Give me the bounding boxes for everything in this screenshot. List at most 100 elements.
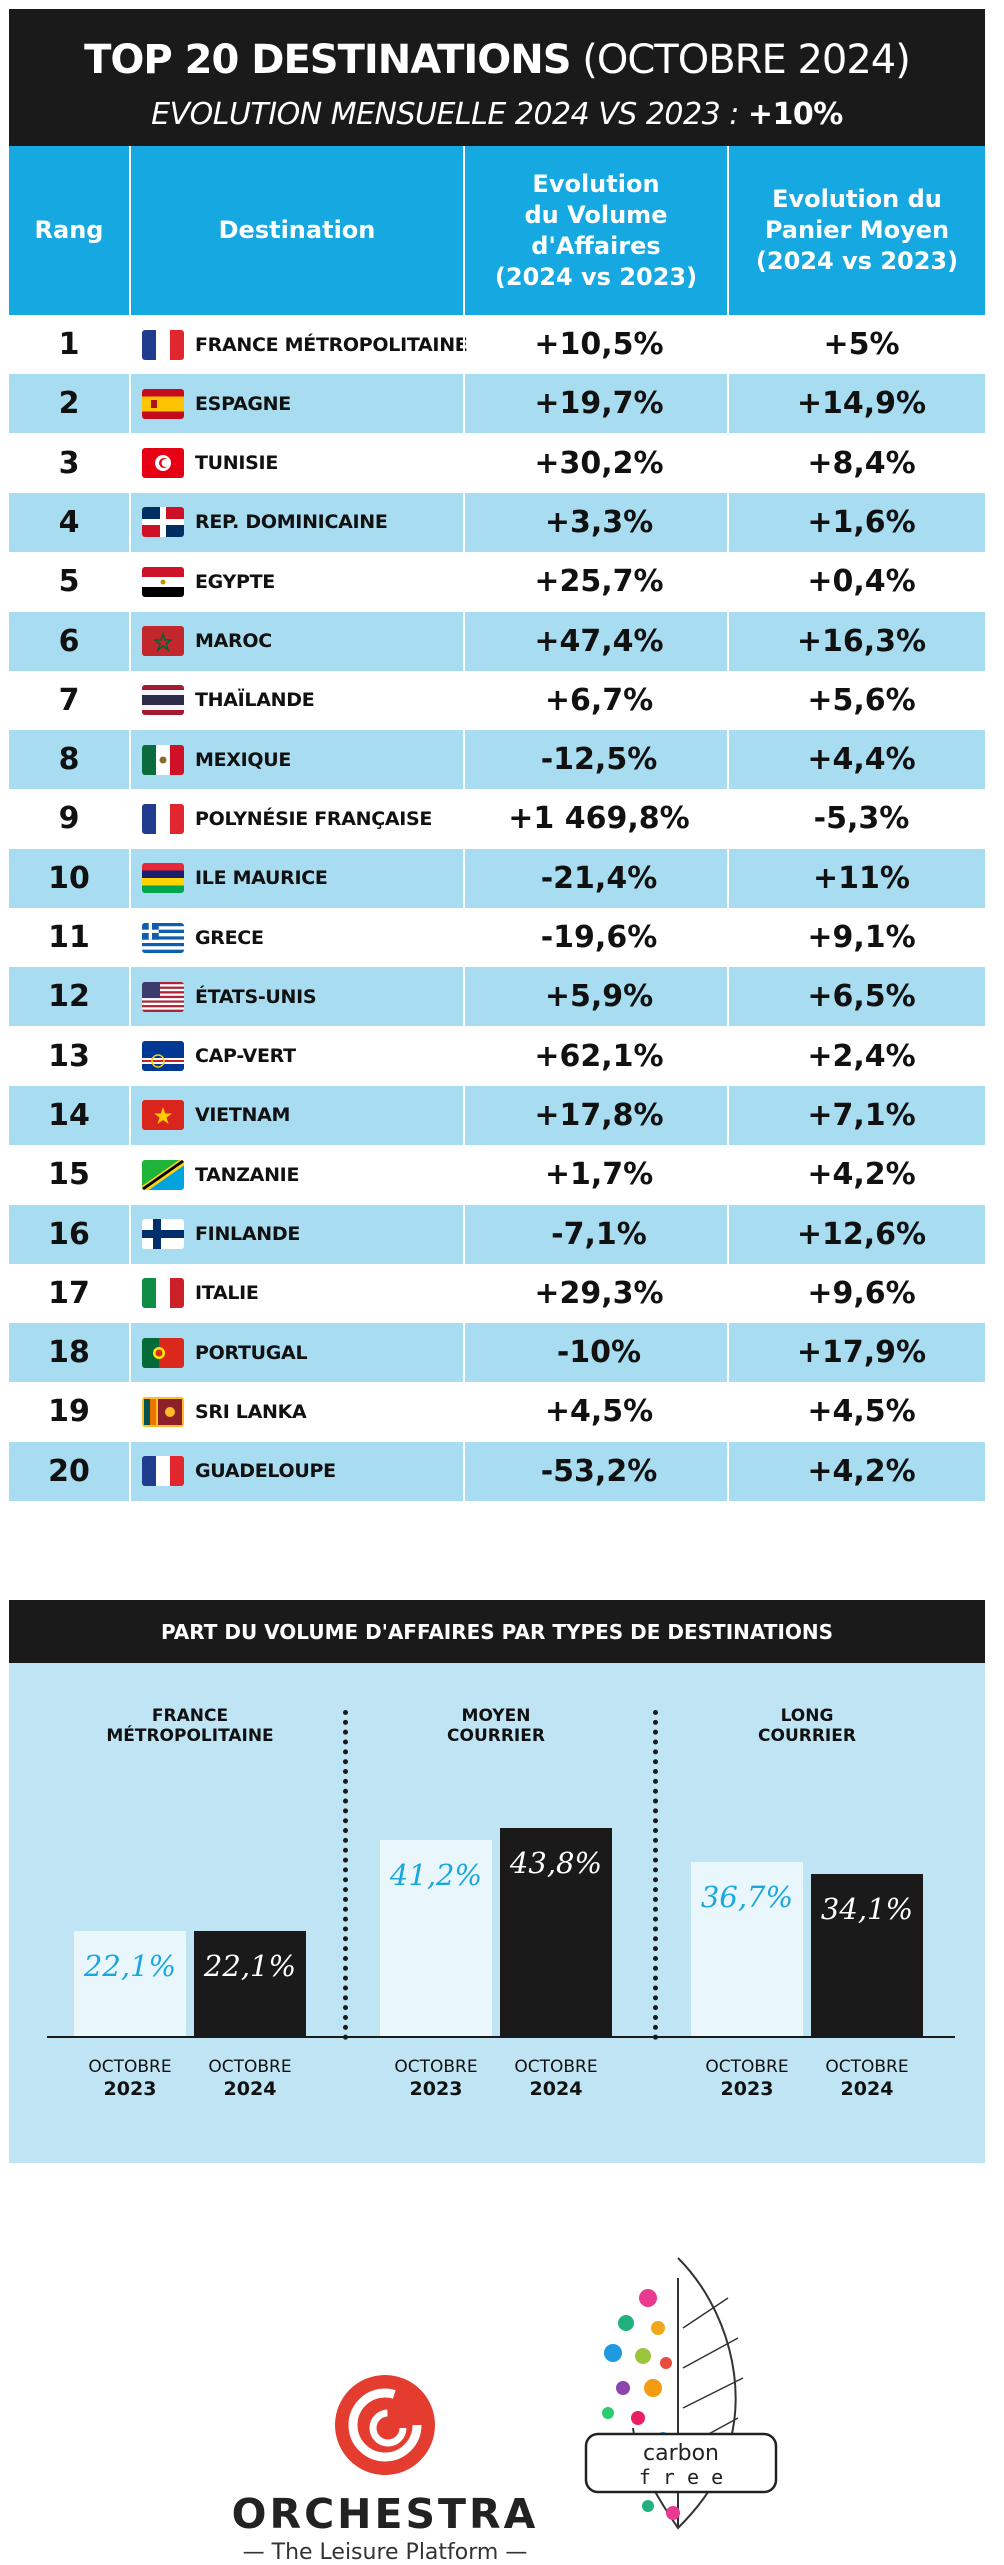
- table-row: 11 GRECE -19,6% +9,1%: [9, 908, 985, 967]
- destination-cell: ITALIE: [142, 1264, 472, 1323]
- destination-name: POLYNÉSIE FRANÇAISE: [195, 807, 433, 830]
- subtitle-value: +10%: [747, 97, 843, 132]
- category-label: LONG COURRIER: [758, 1706, 856, 1746]
- column-header-volume: Evolution du Volume d'Affaires (2024 vs …: [465, 146, 727, 315]
- france-flag-icon: [142, 329, 184, 360]
- panier-cell: +5%: [823, 327, 900, 362]
- table-row: 19 SRI LANKA +4,5% +4,5%: [9, 1382, 985, 1441]
- destination-name: PORTUGAL: [195, 1341, 308, 1364]
- rank-cell: 13: [48, 1038, 90, 1074]
- rank-cell: 7: [58, 682, 80, 718]
- thailand-flag-icon: [142, 685, 184, 716]
- bar-octobre-2024: 34,1%: [811, 1874, 923, 2036]
- destination-cell: MAROC: [142, 612, 472, 671]
- panier-cell: +1,6%: [807, 504, 916, 540]
- destination-cell: FINLANDE: [142, 1205, 472, 1264]
- rank-cell: 5: [58, 564, 80, 600]
- destination-name: GUADELOUPE: [195, 1460, 336, 1483]
- destination-cell: GRECE: [142, 908, 472, 967]
- x-tick-label: OCTOBRE 2023: [677, 2056, 817, 2100]
- chart-title: PART DU VOLUME D'AFFAIRES PAR TYPES DE D…: [9, 1600, 985, 1663]
- destination-cell: TANZANIE: [142, 1145, 472, 1204]
- panier-cell: +9,1%: [807, 920, 916, 955]
- volume-cell: +30,2%: [534, 445, 664, 481]
- header-banner: TOP 20 DESTINATIONS (OCTOBRE 2024) EVOLU…: [9, 9, 985, 146]
- title-bold: TOP 20 DESTINATIONS: [84, 37, 571, 83]
- destination-cell: EGYPTE: [142, 552, 472, 611]
- volume-cell: +1 469,8%: [508, 801, 690, 837]
- panier-cell: +11%: [813, 860, 910, 896]
- x-tick-month: OCTOBRE: [705, 2057, 789, 2077]
- panier-cell: +8,4%: [807, 445, 916, 481]
- rank-cell: 14: [48, 1097, 90, 1133]
- finland-flag-icon: [142, 1219, 184, 1249]
- category-label: MOYEN COURRIER: [447, 1706, 545, 1746]
- destination-cell: SRI LANKA: [142, 1382, 472, 1441]
- destination-name: TUNISIE: [195, 452, 278, 475]
- panier-cell: +16,3%: [796, 623, 927, 659]
- rank-cell: 16: [48, 1216, 90, 1252]
- greece-flag-icon: [142, 922, 184, 953]
- column-header-panier: Evolution du Panier Moyen (2024 vs 2023): [729, 146, 985, 315]
- panier-cell: -5,3%: [813, 801, 910, 837]
- rank-cell: 2: [58, 386, 80, 422]
- bar-octobre-2023: 22,1%: [74, 1931, 186, 2036]
- x-axis-line: [47, 2036, 955, 2038]
- rank-cell: 10: [48, 860, 90, 896]
- rank-cell: 6: [58, 623, 80, 659]
- x-tick-month: OCTOBRE: [208, 2057, 292, 2077]
- rank-cell: 1: [58, 327, 80, 362]
- rank-cell: 19: [48, 1394, 90, 1430]
- volume-cell: -7,1%: [551, 1216, 647, 1252]
- bar-octobre-2023: 41,2%: [380, 1840, 492, 2036]
- column-header-destination: Destination: [131, 146, 463, 315]
- morocco-flag-icon: [142, 626, 184, 656]
- table-row: 13 CAP-VERT +62,1% +2,4%: [9, 1027, 985, 1086]
- bar-value-label: 36,7%: [700, 1879, 794, 1914]
- page-subtitle: EVOLUTION MENSUELLE 2024 VS 2023 : +10%: [9, 97, 985, 132]
- destination-name: FRANCE MÉTROPOLITAINE: [195, 333, 468, 356]
- panier-cell: +6,5%: [807, 979, 916, 1015]
- bar-value-label: 34,1%: [820, 1892, 914, 1927]
- brand-tagline: — The Leisure Platform —: [242, 2540, 528, 2565]
- table-row: 2 ESPAGNE +19,7% +14,9%: [9, 374, 985, 434]
- volume-cell: +3,3%: [544, 504, 654, 540]
- table-row: 1 FRANCE MÉTROPOLITAINE +10,5% +5%: [9, 315, 985, 374]
- table-row: 15 TANZANIE +1,7% +4,2%: [9, 1145, 985, 1204]
- table-row: 6 MAROC +47,4% +16,3%: [9, 611, 985, 671]
- volume-cell: +19,7%: [534, 386, 664, 422]
- bar-octobre-2024: 43,8%: [500, 1827, 612, 2036]
- page-title: TOP 20 DESTINATIONS (OCTOBRE 2024): [9, 37, 985, 83]
- destination-name: EGYPTE: [195, 570, 275, 593]
- destination-name: ÉTATS-UNIS: [195, 985, 317, 1008]
- sri-lanka-flag-icon: [142, 1396, 184, 1427]
- panier-cell: +4,2%: [807, 1157, 916, 1193]
- destination-cell: TUNISIE: [142, 434, 472, 493]
- destination-cell: ILE MAURICE: [142, 849, 472, 908]
- column-divider: [463, 146, 465, 1501]
- bar-octobre-2024: 22,1%: [194, 1931, 306, 2036]
- table-row: 14 VIETNAM +17,8% +7,1%: [9, 1085, 985, 1145]
- tunisia-flag-icon: [142, 448, 184, 479]
- x-tick-year: 2023: [409, 2078, 463, 2100]
- cape-verde-flag-icon: [142, 1041, 184, 1072]
- destination-cell: GUADELOUPE: [142, 1442, 472, 1501]
- rank-cell: 9: [58, 801, 80, 837]
- destination-cell: POLYNÉSIE FRANÇAISE: [142, 789, 472, 848]
- destination-name: FINLANDE: [195, 1223, 301, 1245]
- destination-cell: PORTUGAL: [142, 1323, 472, 1382]
- rank-cell: 12: [48, 979, 90, 1015]
- volume-cell: +17,8%: [534, 1097, 664, 1133]
- panier-cell: +2,4%: [807, 1038, 916, 1074]
- bar-value-label: 41,2%: [389, 1858, 483, 1893]
- rank-cell: 11: [48, 920, 90, 955]
- rank-cell: 15: [48, 1157, 90, 1193]
- destination-cell: ÉTATS-UNIS: [142, 967, 472, 1026]
- table-row: 8 MEXIQUE -12,5% +4,4%: [9, 730, 985, 790]
- carbon-text: carbon: [643, 2441, 719, 2466]
- x-tick-label: OCTOBRE 2024: [486, 2056, 626, 2100]
- volume-cell: +5,9%: [544, 979, 654, 1015]
- x-tick-label: OCTOBRE 2023: [366, 2056, 506, 2100]
- orchestra-logo: ORCHESTRA — The Leisure Platform —: [225, 2370, 545, 2565]
- orchestra-swirl-icon: [335, 2375, 435, 2475]
